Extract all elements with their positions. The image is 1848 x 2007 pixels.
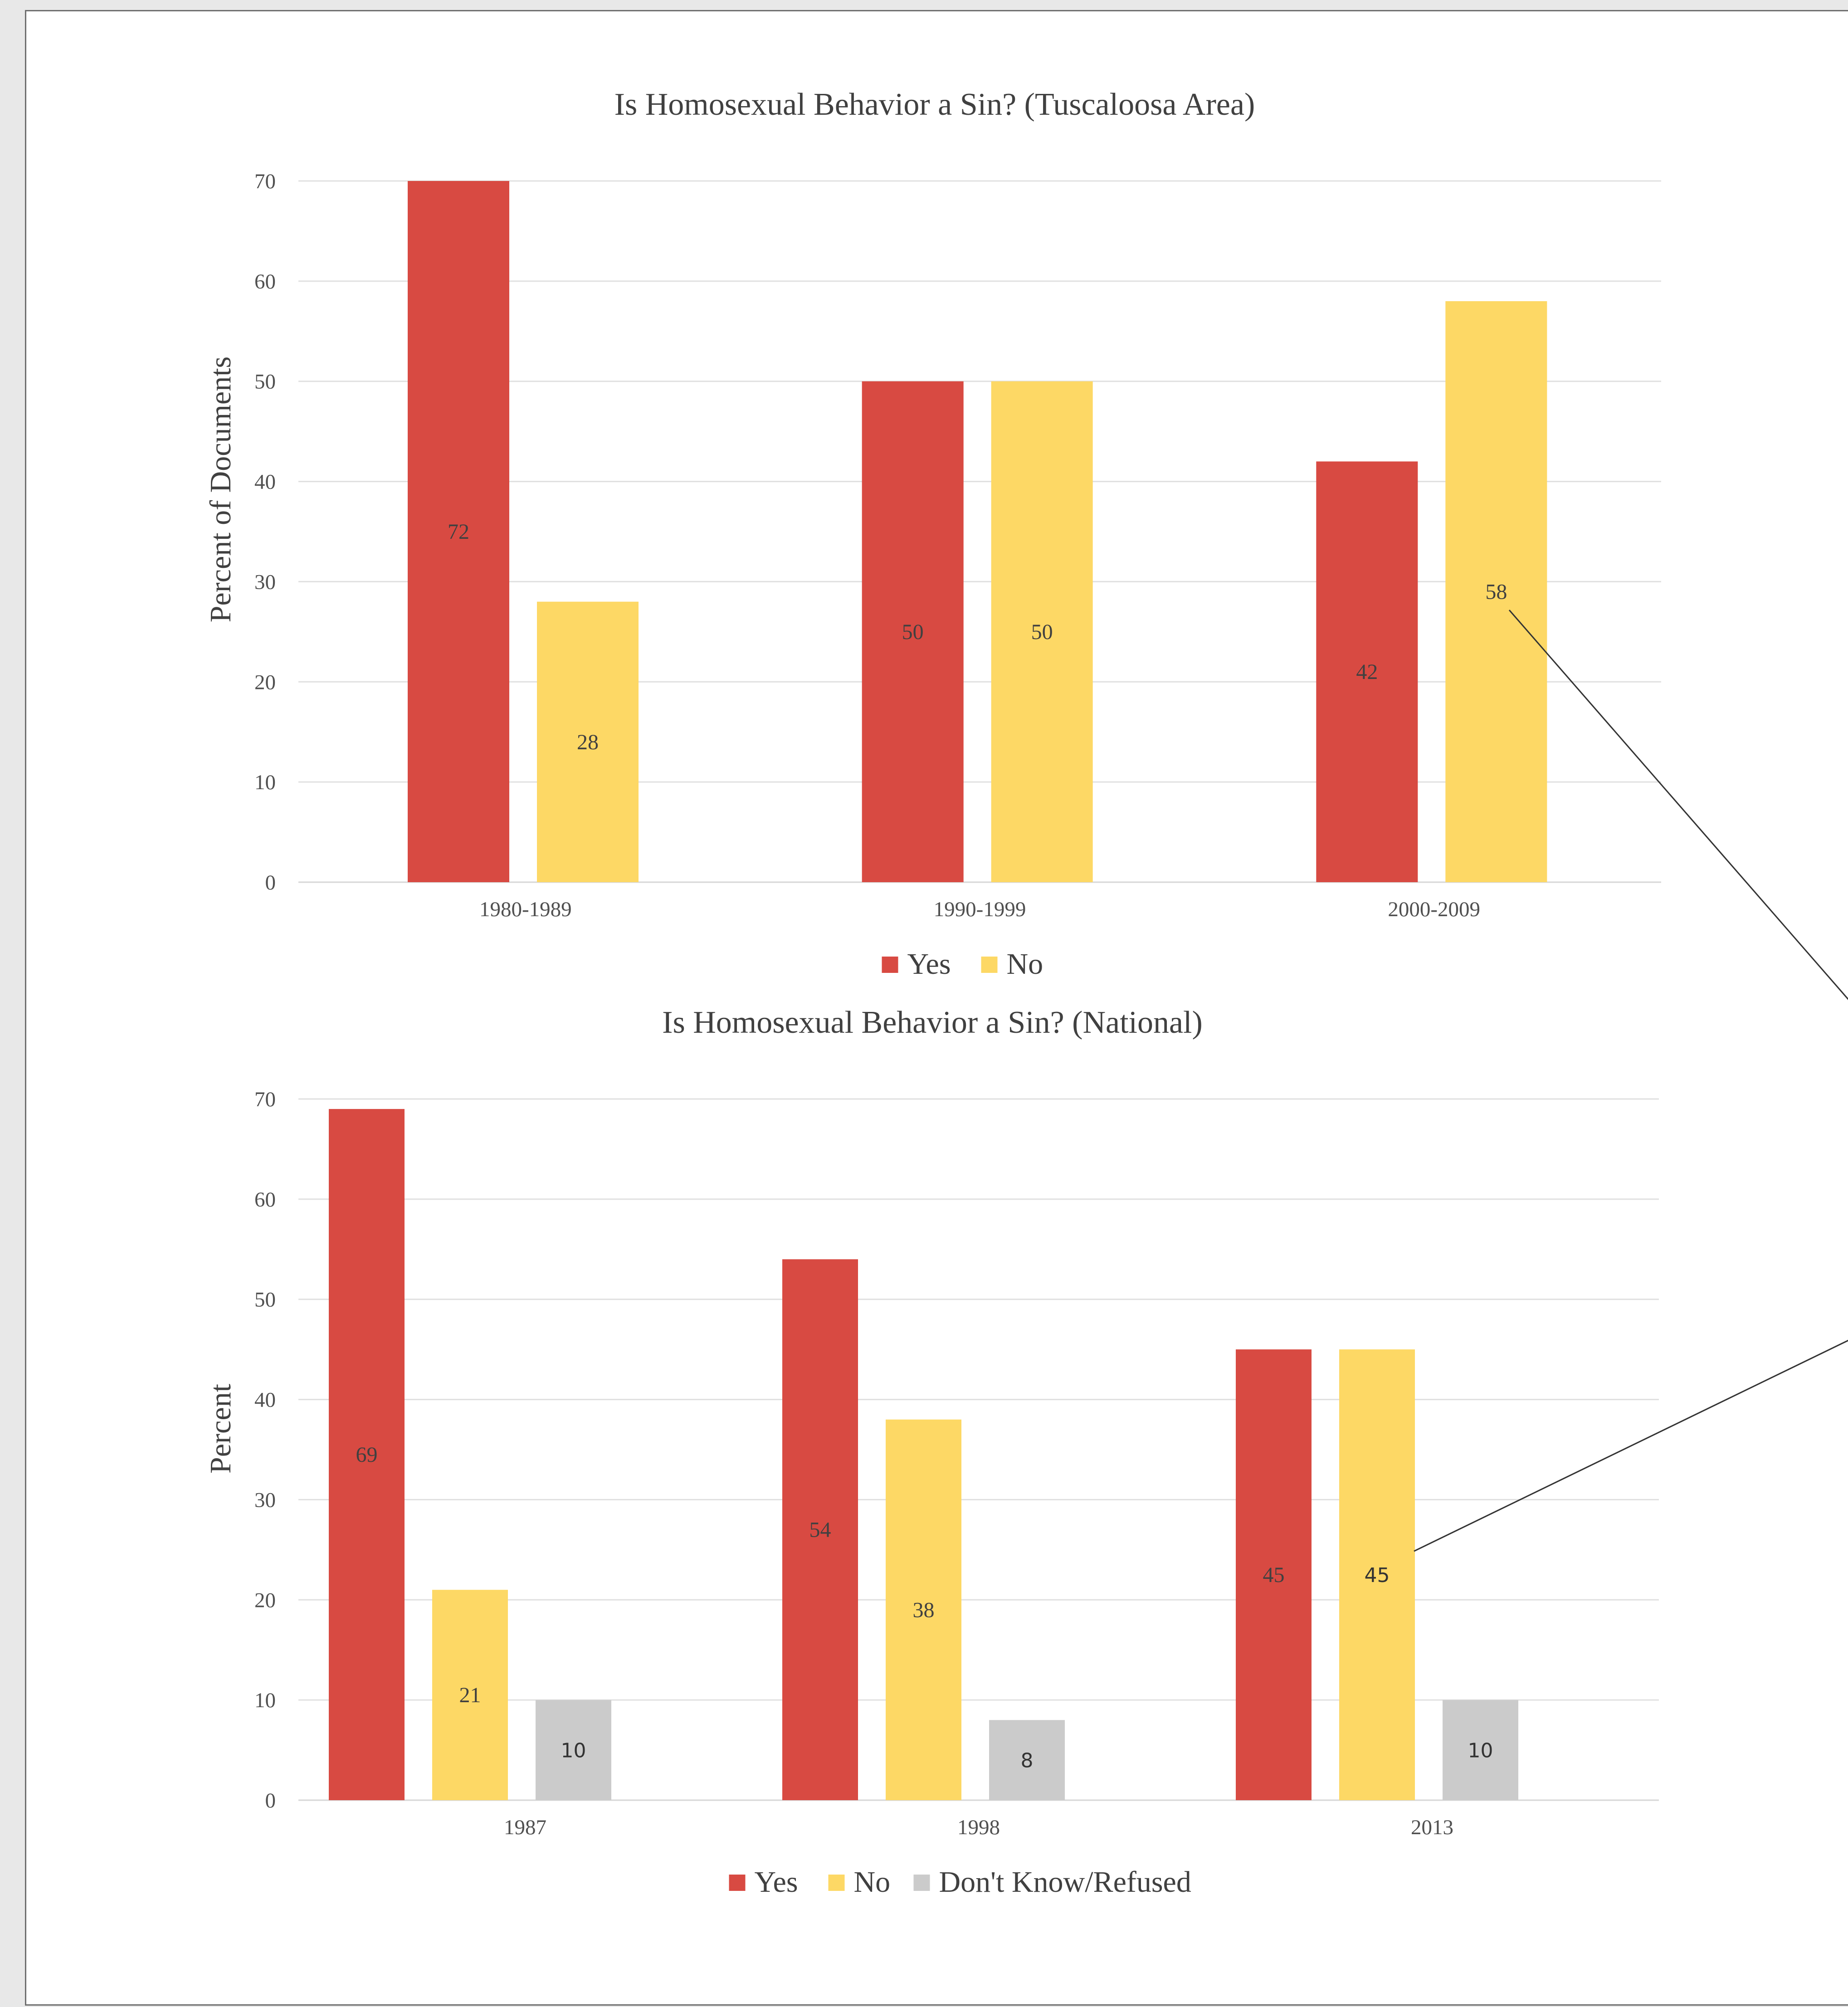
data-label: 10	[561, 1739, 586, 1763]
bar-no	[886, 1419, 961, 1800]
legend-label: No	[1007, 947, 1043, 981]
bar-don-t-know-refused	[536, 1700, 611, 1800]
legend-swatch	[913, 1875, 930, 1891]
chart2-y-ticks: 0 10 20 30 40 50 60 70	[254, 1088, 276, 1812]
legend-label: Yes	[755, 1865, 798, 1899]
y-tick-label: 30	[254, 1488, 276, 1512]
bar-yes	[782, 1259, 858, 1800]
y-tick-label: 40	[254, 1388, 276, 1412]
data-label: 69	[356, 1443, 378, 1467]
chart1-title: Is Homosexual Behavior a Sin? (Tuscaloos…	[614, 87, 1255, 122]
data-label: 10	[1468, 1739, 1493, 1763]
bar-no	[1339, 1349, 1415, 1800]
legend-label: Yes	[907, 947, 951, 981]
x-tick-label: 1990-1999	[934, 898, 1026, 921]
chart1-y-axis-label: Percent of Documents	[204, 356, 237, 623]
y-tick-label: 50	[254, 1288, 276, 1312]
chart-tuscaloosa: Is Homosexual Behavior a Sin? (Tuscaloos…	[204, 87, 1661, 981]
bar-no	[1445, 301, 1547, 882]
x-tick-label: 2000-2009	[1388, 898, 1480, 921]
slide: Is Homosexual Behavior a Sin? (Tuscaloos…	[25, 10, 1848, 2006]
legend-label: No	[854, 1865, 891, 1899]
chart2-title: Is Homosexual Behavior a Sin? (National)	[662, 1005, 1203, 1040]
y-tick-label: 60	[254, 1188, 276, 1211]
connector-line-lower	[1414, 1339, 1848, 1552]
y-tick-label: 0	[265, 871, 276, 894]
legend-swatch	[981, 957, 998, 973]
x-tick-label: 2013	[1411, 1816, 1453, 1839]
bar-yes	[408, 181, 509, 882]
y-tick-label: 60	[254, 270, 276, 293]
chart1-y-ticks: 0 10 20 30 40 50 60 70	[254, 170, 276, 894]
bar-don-t-know-refused	[989, 1720, 1065, 1800]
chart1-data-labels: 72 28 50 50 42 58	[448, 520, 1507, 754]
y-tick-label: 10	[254, 771, 276, 794]
bar-yes	[862, 381, 964, 882]
y-tick-label: 20	[254, 670, 276, 694]
bar-no	[537, 601, 639, 882]
data-label: 38	[913, 1598, 935, 1622]
chart1-bars	[408, 181, 1547, 882]
data-label: 8	[1021, 1749, 1034, 1773]
legend-swatch	[729, 1875, 746, 1891]
charts-canvas: Is Homosexual Behavior a Sin? (Tuscaloos…	[204, 87, 1848, 1899]
data-label: 28	[577, 730, 599, 754]
bar-yes	[1236, 1349, 1312, 1800]
chart2-data-labels: 69 21 10 54 38 8 45 45 10	[356, 1443, 1493, 1773]
data-label: 42	[1356, 660, 1378, 684]
chart2-bars	[329, 1109, 1518, 1800]
chart2-y-axis-label: Percent	[204, 1384, 237, 1474]
bar-no	[991, 381, 1093, 882]
bar-no	[432, 1590, 508, 1800]
data-label: 21	[459, 1683, 481, 1707]
x-tick-label: 1987	[504, 1816, 546, 1839]
bar-yes	[329, 1109, 405, 1800]
chart2-x-ticks: 1987 1998 2013	[504, 1816, 1453, 1839]
legend-label: Don't Know/Refused	[939, 1865, 1191, 1899]
y-tick-label: 70	[254, 170, 276, 193]
legend-swatch	[828, 1875, 845, 1891]
chart1-legend: Yes No	[882, 947, 1043, 981]
y-tick-label: 0	[265, 1789, 276, 1812]
data-label: 50	[1031, 620, 1053, 644]
data-label: 45	[1365, 1564, 1390, 1587]
y-tick-label: 30	[254, 570, 276, 594]
chart1-x-ticks: 1980-1989 1990-1999 2000-2009	[479, 898, 1480, 921]
data-label: 50	[902, 620, 924, 644]
bar-yes	[1316, 461, 1418, 882]
y-tick-label: 50	[254, 370, 276, 394]
y-tick-label: 10	[254, 1689, 276, 1712]
data-label: 72	[448, 520, 469, 544]
x-tick-label: 1980-1989	[479, 898, 572, 921]
chart1-gridlines	[298, 180, 1661, 883]
x-tick-label: 1998	[957, 1816, 1000, 1839]
y-tick-label: 40	[254, 470, 276, 494]
y-tick-label: 20	[254, 1588, 276, 1612]
legend-swatch	[882, 957, 898, 973]
data-label: 58	[1485, 580, 1507, 604]
connector-line-upper	[1508, 610, 1848, 1000]
y-tick-label: 70	[254, 1088, 276, 1111]
chart2-gridlines	[298, 1098, 1659, 1801]
chart2-legend: Yes No Don't Know/Refused	[729, 1865, 1191, 1899]
data-label: 45	[1263, 1563, 1285, 1587]
chart-national: Is Homosexual Behavior a Sin? (National)…	[204, 1005, 1659, 1899]
bar-don-t-know-refused	[1443, 1700, 1518, 1800]
data-label: 54	[809, 1518, 831, 1542]
